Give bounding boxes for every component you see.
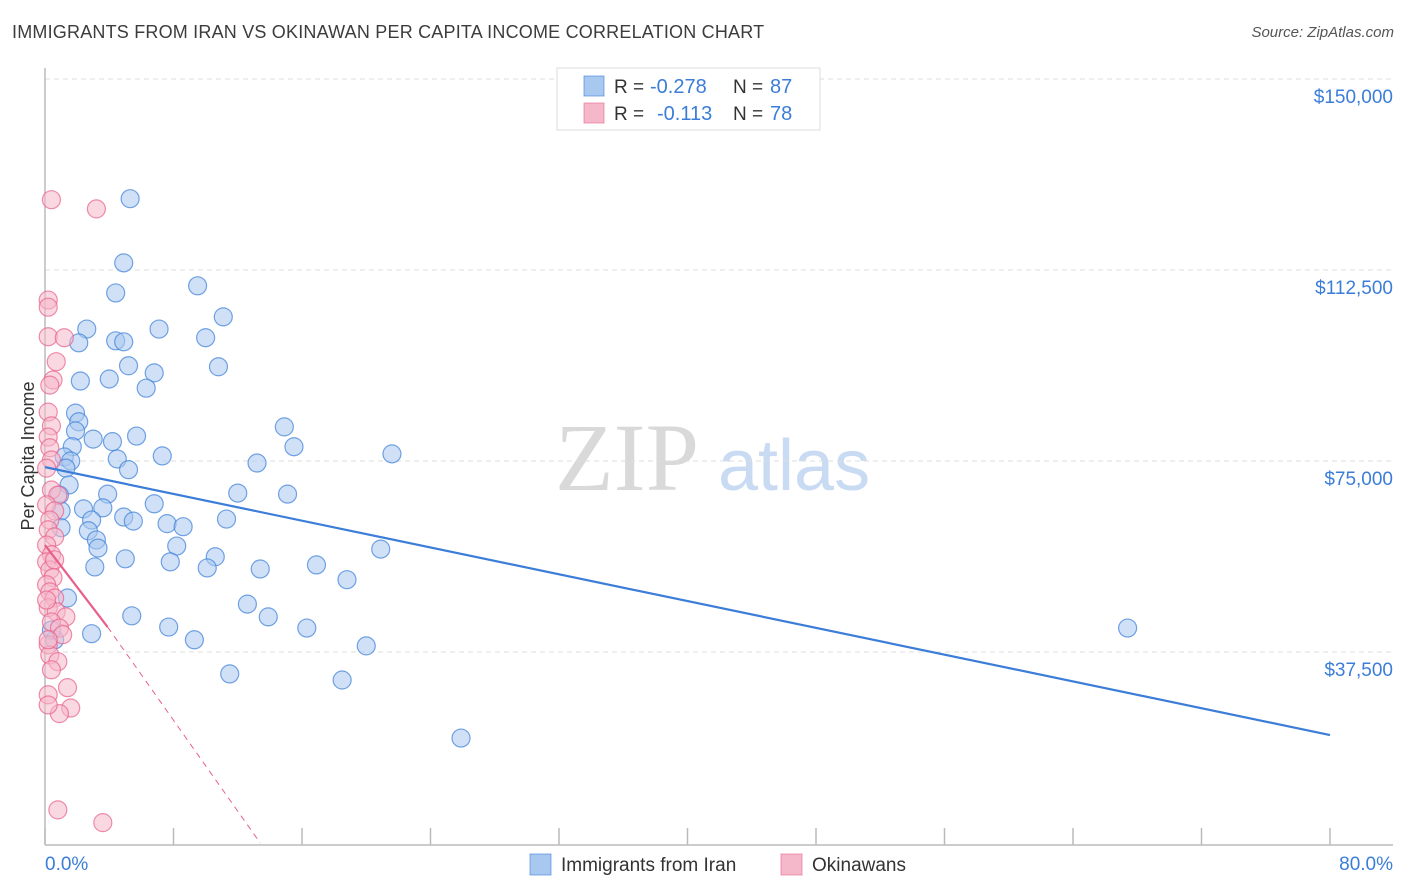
data-point-iran xyxy=(70,371,90,391)
data-point-iran xyxy=(106,283,126,303)
data-point-iran xyxy=(83,429,103,449)
legend-r-label-okinawans: R = xyxy=(614,104,644,125)
watermark: ZIP xyxy=(555,404,699,511)
trend-line-okinawans-extension xyxy=(107,626,261,844)
data-point-iran xyxy=(332,670,352,690)
legend-bottom-label-okinawans: Okinawans xyxy=(812,855,906,876)
data-point-iran xyxy=(274,417,294,437)
data-point-iran xyxy=(277,484,298,504)
legend-n-label-iran: N = xyxy=(733,77,763,98)
legend-bottom: Immigrants from Iran Okinawans xyxy=(529,853,906,876)
data-point-iran xyxy=(159,617,179,637)
data-point-iran xyxy=(451,728,471,748)
data-point-iran xyxy=(157,514,177,534)
data-point-iran xyxy=(196,328,216,348)
legend-top: R = -0.278 N = 87 R = -0.113 N = 78 xyxy=(556,67,821,131)
data-point-okinawans xyxy=(93,813,113,833)
data-point-iran xyxy=(118,460,139,480)
data-point-iran xyxy=(85,557,105,577)
data-point-okinawans xyxy=(41,660,62,680)
data-point-iran xyxy=(173,517,193,537)
data-point-iran xyxy=(160,552,180,572)
data-point-iran xyxy=(114,332,134,352)
data-point-iran xyxy=(371,539,391,559)
data-point-okinawans xyxy=(38,327,58,347)
data-point-okinawans xyxy=(40,375,60,395)
data-point-iran xyxy=(122,606,142,626)
data-point-iran xyxy=(99,369,119,389)
data-point-okinawans xyxy=(38,630,58,650)
data-point-iran xyxy=(149,319,169,339)
data-point-iran xyxy=(123,511,143,531)
data-point-iran xyxy=(144,494,164,514)
x-tick-label-min: 0.0% xyxy=(45,854,88,875)
data-point-okinawans xyxy=(57,678,78,698)
data-point-iran xyxy=(258,607,278,627)
data-point-okinawans xyxy=(48,800,68,820)
y-tick-label: $112,500 xyxy=(1315,278,1393,299)
legend-r-value-okinawans: -0.113 xyxy=(657,103,712,125)
data-point-iran xyxy=(187,276,208,296)
legend-swatch-okinawans xyxy=(583,102,605,124)
data-point-okinawans xyxy=(54,328,74,348)
legend-bottom-swatch-okinawans xyxy=(780,853,803,876)
data-point-iran xyxy=(115,549,135,569)
legend-swatch-iran xyxy=(583,75,605,97)
trend-line-okinawans xyxy=(44,544,109,628)
data-point-iran xyxy=(184,630,204,650)
data-point-iran xyxy=(220,664,240,684)
legend-bottom-label-iran: Immigrants from Iran xyxy=(561,855,736,876)
data-point-iran xyxy=(126,426,147,446)
data-point-iran xyxy=(197,558,217,578)
data-point-iran xyxy=(120,189,140,209)
data-point-iran xyxy=(216,509,237,529)
data-point-iran xyxy=(93,498,113,518)
legend-r-label-iran: R = xyxy=(614,77,644,98)
legend-r-value-iran: -0.278 xyxy=(650,76,707,98)
source-label: Source: ZipAtlas.com xyxy=(1251,24,1394,41)
legend-bottom-swatch-iran xyxy=(529,853,552,876)
data-point-iran xyxy=(284,437,304,457)
y-tick-label: $37,500 xyxy=(1324,660,1393,681)
y-axis-label: Per Capita Income xyxy=(18,381,38,530)
data-point-okinawans xyxy=(37,590,57,610)
data-point-iran xyxy=(297,618,317,638)
data-point-iran xyxy=(65,421,86,441)
data-point-iran xyxy=(102,432,123,452)
data-point-iran xyxy=(247,453,267,473)
data-point-iran xyxy=(306,555,327,575)
data-point-okinawans xyxy=(46,352,66,372)
data-point-iran xyxy=(136,378,156,398)
data-point-okinawans xyxy=(38,695,58,715)
data-point-iran xyxy=(114,253,134,273)
data-point-iran xyxy=(208,357,229,377)
legend-n-value-okinawans: 78 xyxy=(770,103,792,125)
legend-n-label-okinawans: N = xyxy=(733,104,763,125)
trend-line-iran xyxy=(44,466,1331,737)
data-point-iran xyxy=(250,559,270,579)
data-point-iran xyxy=(356,636,376,656)
y-tick-label: $75,000 xyxy=(1324,469,1393,490)
chart-title: IMMIGRANTS FROM IRAN VS OKINAWAN PER CAP… xyxy=(12,22,765,42)
data-point-iran xyxy=(337,570,357,590)
data-point-iran xyxy=(81,624,102,644)
data-point-okinawans xyxy=(38,297,58,317)
data-point-iran xyxy=(237,594,257,614)
data-point-iran xyxy=(152,446,172,466)
data-point-okinawans xyxy=(41,190,62,210)
legend-n-value-iran: 87 xyxy=(770,76,792,98)
y-tick-label: $150,000 xyxy=(1314,87,1393,108)
data-point-iran xyxy=(144,363,164,383)
data-point-okinawans xyxy=(86,199,107,219)
x-tick-label-max: 80.0% xyxy=(1339,854,1393,875)
data-point-iran xyxy=(88,538,108,558)
data-point-iran xyxy=(382,444,402,464)
watermark-atlas: atlas xyxy=(718,426,870,506)
data-point-iran xyxy=(1118,618,1138,638)
data-point-iran xyxy=(213,307,233,327)
data-point-iran xyxy=(228,483,248,503)
data-point-iran xyxy=(118,356,139,376)
